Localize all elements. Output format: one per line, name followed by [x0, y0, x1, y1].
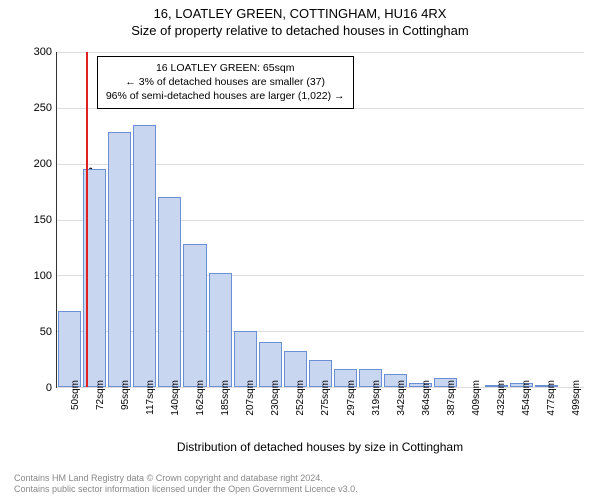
bar-column: 387sqm	[433, 52, 458, 387]
xtick-label: 185sqm	[220, 380, 231, 416]
footer-line-1: Contains HM Land Registry data © Crown c…	[14, 473, 358, 485]
bar-column: 432sqm	[484, 52, 509, 387]
xtick-label: 432sqm	[496, 380, 507, 416]
bar-column: 364sqm	[408, 52, 433, 387]
xtick-label: 319sqm	[371, 380, 382, 416]
marker-line	[86, 52, 88, 387]
x-axis-label: Distribution of detached houses by size …	[56, 440, 584, 454]
bar	[209, 273, 232, 387]
ytick-label-group: 050100150200250300	[16, 52, 56, 388]
ytick-label: 250	[18, 102, 52, 114]
bar-column: 342sqm	[383, 52, 408, 387]
annotation-line-2: ← 3% of detached houses are smaller (37)	[106, 75, 345, 89]
bar	[58, 311, 81, 387]
xtick-label: 477sqm	[546, 380, 557, 416]
ytick-label: 0	[18, 382, 52, 394]
bar	[183, 244, 206, 387]
ytick-label: 50	[18, 326, 52, 338]
ytick-label: 150	[18, 214, 52, 226]
xtick-label: 162sqm	[195, 380, 206, 416]
bar-column: 50sqm	[57, 52, 82, 387]
ytick-label: 300	[18, 46, 52, 58]
xtick-label: 297sqm	[346, 380, 357, 416]
annotation-line-1: 16 LOATLEY GREEN: 65sqm	[106, 61, 345, 75]
xtick-label: 387sqm	[446, 380, 457, 416]
xtick-label: 72sqm	[95, 380, 106, 410]
title-address: 16, LOATLEY GREEN, COTTINGHAM, HU16 4RX	[0, 0, 600, 21]
plot-area: 50sqm72sqm95sqm117sqm140sqm162sqm185sqm2…	[56, 52, 584, 388]
bar	[158, 197, 181, 387]
annotation-line-3: 96% of semi-detached houses are larger (…	[106, 89, 345, 103]
bar-column: 319sqm	[358, 52, 383, 387]
title-subtitle: Size of property relative to detached ho…	[0, 21, 600, 38]
marker-annotation: 16 LOATLEY GREEN: 65sqm ← 3% of detached…	[97, 56, 354, 109]
xtick-label: 207sqm	[245, 380, 256, 416]
xtick-label: 95sqm	[120, 380, 131, 410]
bar	[234, 331, 257, 387]
xtick-label: 252sqm	[295, 380, 306, 416]
xtick-label: 230sqm	[270, 380, 281, 416]
ytick-label: 100	[18, 270, 52, 282]
bar-column: 409sqm	[459, 52, 484, 387]
plot-inner: 50sqm72sqm95sqm117sqm140sqm162sqm185sqm2…	[56, 52, 584, 388]
xtick-label: 117sqm	[145, 380, 156, 415]
bar	[133, 125, 156, 387]
footer: Contains HM Land Registry data © Crown c…	[14, 473, 358, 496]
xtick-label: 499sqm	[571, 380, 582, 416]
xtick-label: 342sqm	[396, 380, 407, 416]
xtick-label: 275sqm	[320, 380, 331, 416]
chart-container: Number of detached properties 0501001502…	[0, 40, 600, 460]
xtick-label: 50sqm	[70, 380, 81, 410]
bar-column: 499sqm	[559, 52, 584, 387]
bar-column: 454sqm	[509, 52, 534, 387]
bar-column: 477sqm	[534, 52, 559, 387]
footer-line-2: Contains public sector information licen…	[14, 484, 358, 496]
ytick-label: 200	[18, 158, 52, 170]
xtick-label: 454sqm	[521, 380, 532, 416]
xtick-label: 364sqm	[421, 380, 432, 416]
bar	[108, 132, 131, 387]
xtick-label: 140sqm	[170, 380, 181, 416]
xtick-label: 409sqm	[471, 380, 482, 416]
